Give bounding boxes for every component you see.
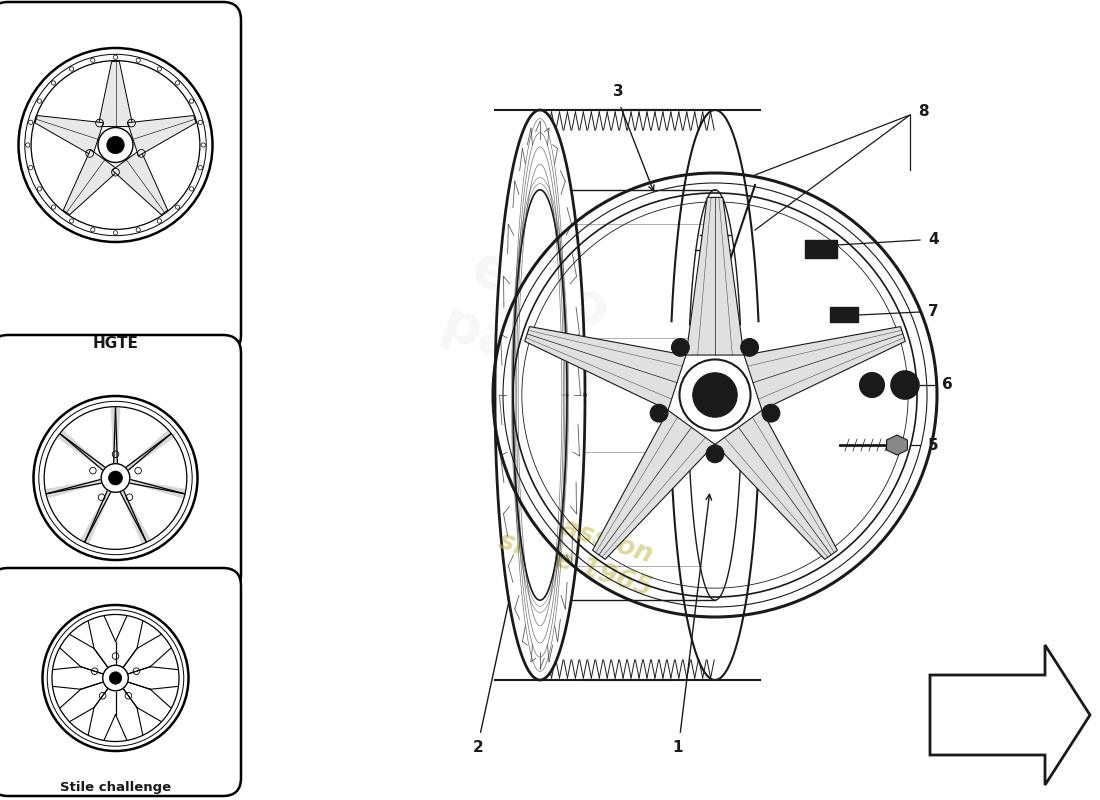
- Circle shape: [860, 373, 884, 397]
- Text: euro
parts: euro parts: [433, 238, 627, 402]
- Bar: [805, 240, 837, 258]
- Polygon shape: [35, 115, 103, 156]
- Text: HGTE: HGTE: [92, 335, 139, 350]
- Polygon shape: [744, 326, 905, 410]
- Circle shape: [867, 380, 877, 390]
- Text: 4: 4: [928, 233, 938, 247]
- FancyBboxPatch shape: [0, 568, 241, 796]
- Polygon shape: [887, 435, 907, 455]
- Polygon shape: [57, 430, 104, 470]
- Text: 6: 6: [942, 378, 953, 393]
- Polygon shape: [930, 645, 1090, 785]
- Polygon shape: [525, 326, 686, 410]
- Circle shape: [894, 374, 916, 396]
- Polygon shape: [715, 410, 837, 559]
- Polygon shape: [128, 115, 196, 156]
- Polygon shape: [98, 62, 133, 126]
- Polygon shape: [112, 150, 167, 214]
- Circle shape: [704, 384, 726, 406]
- Bar: [830, 307, 858, 322]
- Text: 8: 8: [918, 105, 928, 119]
- Circle shape: [107, 136, 124, 154]
- Circle shape: [650, 404, 668, 422]
- Text: 2: 2: [473, 741, 483, 755]
- Text: 7: 7: [928, 305, 938, 319]
- Circle shape: [706, 445, 724, 462]
- Text: 3: 3: [613, 85, 624, 99]
- Circle shape: [671, 338, 690, 356]
- Polygon shape: [80, 491, 110, 544]
- Circle shape: [891, 371, 918, 399]
- Text: 1: 1: [673, 741, 683, 755]
- Polygon shape: [121, 491, 151, 544]
- FancyBboxPatch shape: [0, 335, 241, 593]
- Text: 5: 5: [928, 438, 938, 453]
- Circle shape: [762, 404, 780, 422]
- Circle shape: [693, 373, 737, 418]
- Circle shape: [740, 338, 759, 356]
- Circle shape: [109, 672, 122, 684]
- Text: a passion
since 1965: a passion since 1965: [495, 498, 664, 602]
- Polygon shape: [593, 410, 715, 559]
- Polygon shape: [111, 407, 120, 462]
- Text: Stile challenge: Stile challenge: [59, 781, 172, 794]
- Polygon shape: [130, 480, 185, 498]
- FancyBboxPatch shape: [0, 2, 241, 353]
- Polygon shape: [46, 480, 101, 498]
- Circle shape: [109, 471, 122, 485]
- Polygon shape: [64, 150, 119, 214]
- Polygon shape: [686, 198, 744, 355]
- Polygon shape: [126, 430, 174, 470]
- Polygon shape: [513, 190, 566, 600]
- Polygon shape: [495, 110, 585, 680]
